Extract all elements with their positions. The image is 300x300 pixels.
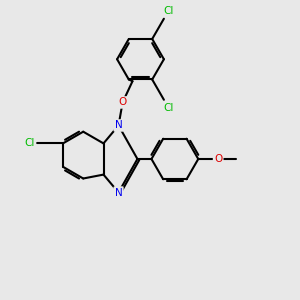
Text: Cl: Cl xyxy=(163,6,174,16)
Text: O: O xyxy=(118,98,127,107)
Text: N: N xyxy=(115,188,122,197)
Text: O: O xyxy=(214,154,222,164)
Text: Cl: Cl xyxy=(25,138,35,148)
Text: N: N xyxy=(115,121,122,130)
Text: Cl: Cl xyxy=(163,103,174,112)
